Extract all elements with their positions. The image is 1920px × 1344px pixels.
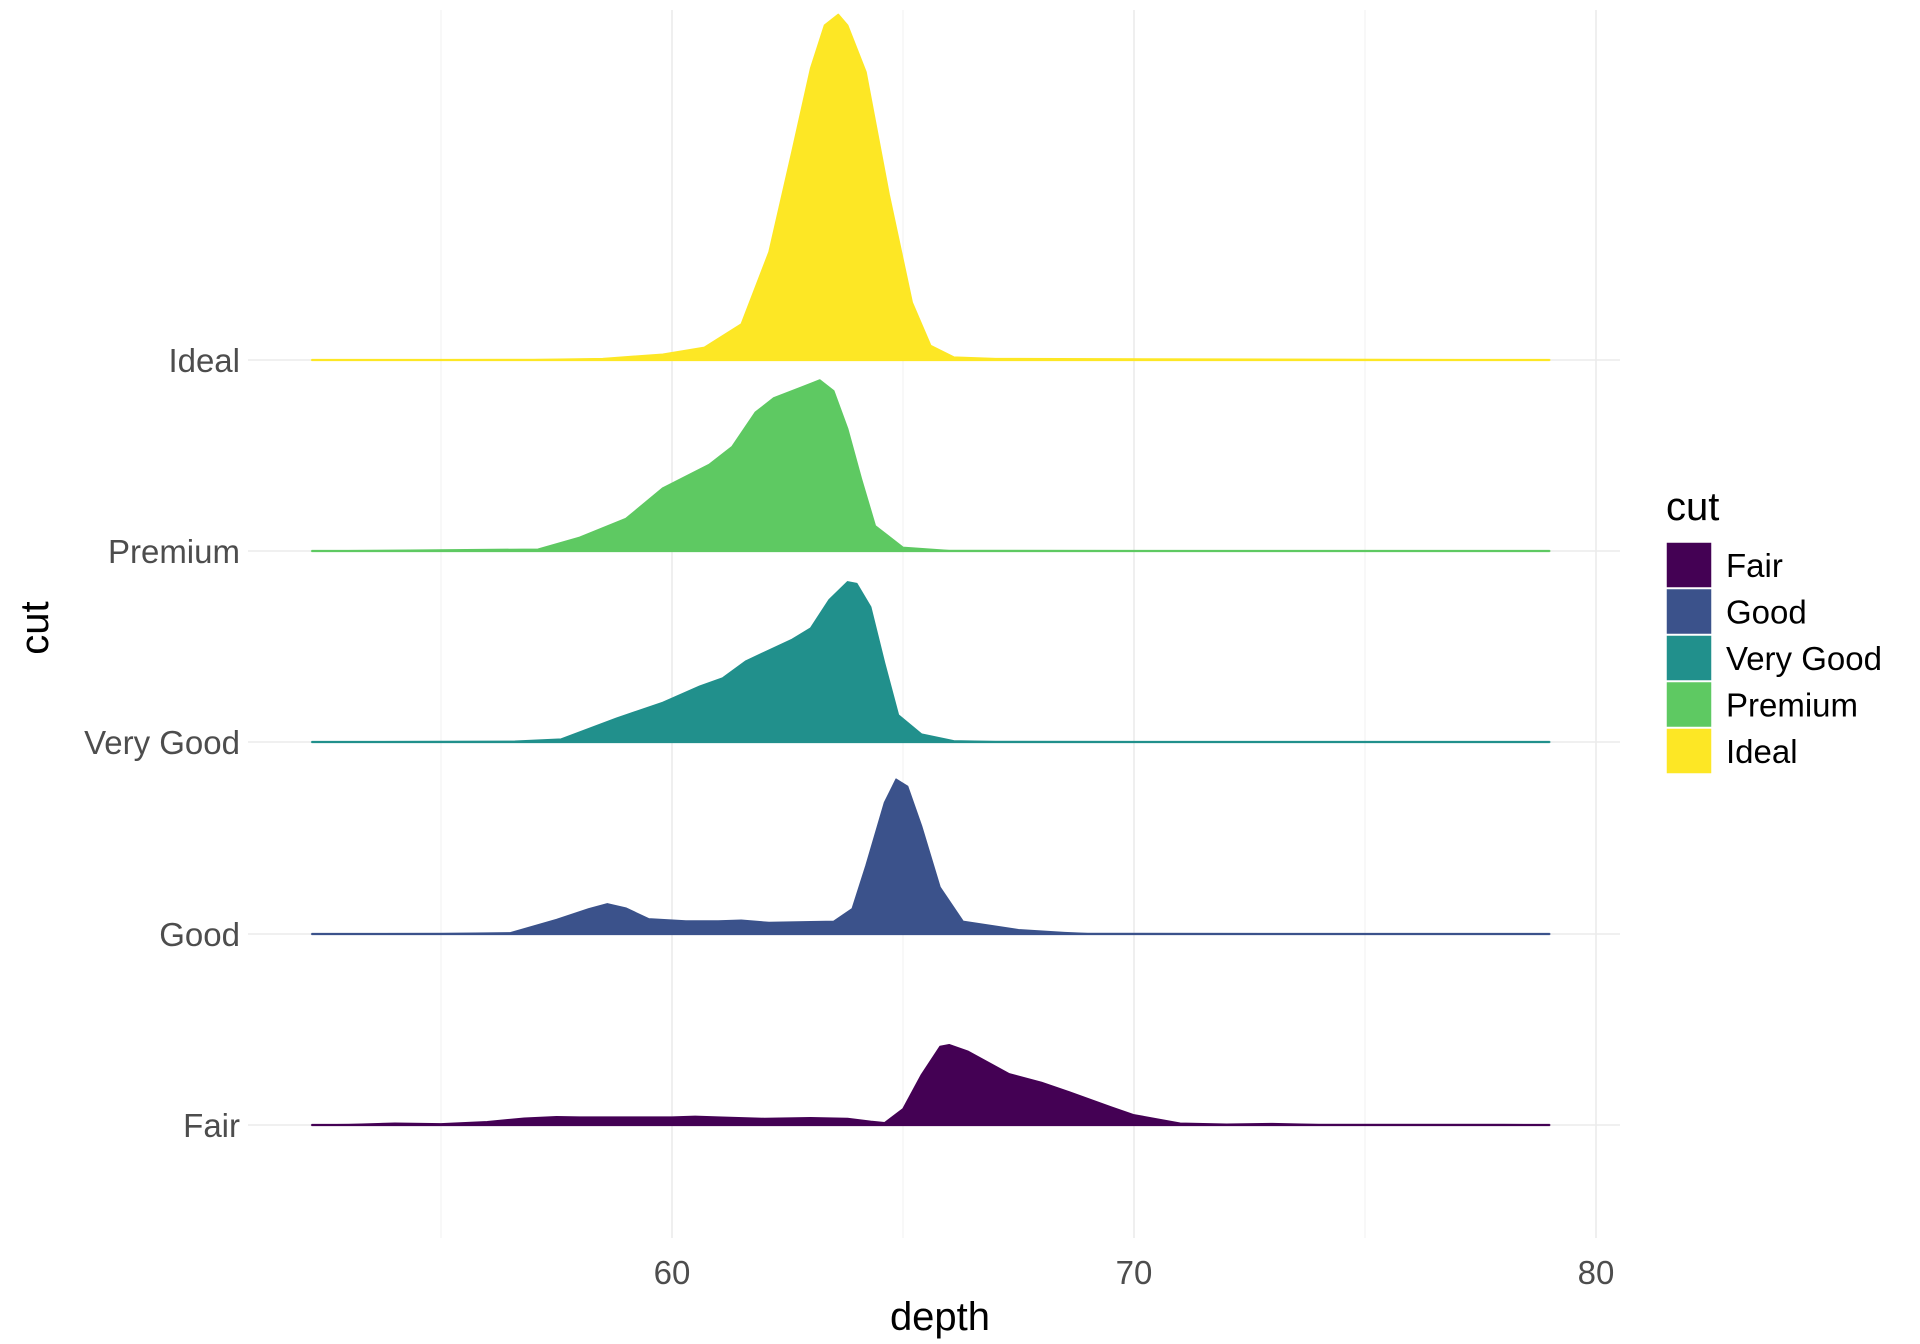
x-axis-ticks: 60 70 80 (654, 1254, 1615, 1291)
legend: cut Fair Good Very Good Premium Ideal (1665, 485, 1882, 775)
ridge-fair (310, 1043, 1551, 1126)
ridges-layer (310, 13, 1551, 1127)
x-axis-title: depth (890, 1295, 990, 1339)
legend-key (1665, 541, 1713, 589)
y-axis-title: cut (13, 601, 57, 654)
x-tick-label: 60 (654, 1254, 691, 1291)
ridge-ideal (310, 13, 1551, 361)
x-tick-label: 80 (1578, 1254, 1615, 1291)
y-tick-label: Very Good (84, 724, 240, 761)
y-tick-label: Ideal (168, 342, 240, 379)
ridge-premium (310, 379, 1551, 552)
x-tick-label: 70 (1116, 1254, 1153, 1291)
legend-title: cut (1666, 485, 1719, 529)
legend-key (1665, 680, 1713, 729)
y-tick-label: Fair (183, 1107, 240, 1144)
y-tick-label: Good (159, 916, 240, 953)
y-tick-label: Premium (108, 533, 240, 570)
legend-label: Ideal (1726, 733, 1798, 770)
legend-label: Premium (1726, 687, 1858, 724)
y-axis-ticks: Fair Good Very Good Premium Ideal (84, 342, 240, 1144)
ridge-good (310, 778, 1551, 935)
grid-layer (248, 10, 1620, 1238)
legend-label: Fair (1726, 547, 1783, 584)
legend-key (1665, 727, 1713, 775)
legend-label: Very Good (1726, 640, 1882, 677)
legend-key (1665, 634, 1713, 682)
legend-key (1665, 587, 1713, 636)
legend-label: Good (1726, 594, 1807, 631)
ridge-very-good (310, 581, 1551, 743)
